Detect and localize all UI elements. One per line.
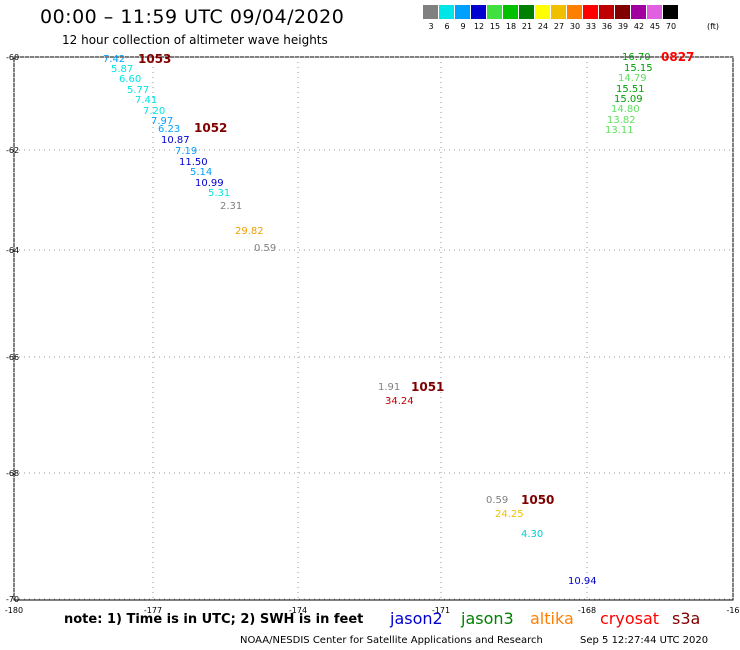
wave-height-value: 7.19 — [175, 146, 197, 157]
scale-swatch — [535, 5, 551, 19]
scale-swatch — [647, 5, 663, 19]
wave-height-value: 1.91 — [378, 382, 400, 393]
wave-height-value: 13.11 — [605, 125, 634, 136]
map-frame — [13, 56, 734, 601]
wave-height-value: 14.79 — [618, 73, 647, 84]
wave-height-value: 24.25 — [495, 509, 524, 520]
scale-label: 30 — [569, 22, 581, 31]
wave-height-value: 10.87 — [161, 135, 190, 146]
scale-label: 18 — [505, 22, 517, 31]
scale-label: 33 — [585, 22, 597, 31]
longitude-label: -180 — [5, 606, 23, 615]
color-scale — [423, 5, 679, 19]
wave-height-value: 0.59 — [486, 495, 508, 506]
satellite-legend-item: cryosat — [600, 609, 660, 628]
wave-height-value: 6.23 — [158, 124, 180, 135]
color-scale-labels: 3 6 9 12 15 18 21 24 27 30 33 36 39 42 45 70 — [423, 22, 679, 31]
wave-height-value: 2.31 — [220, 201, 242, 212]
scale-label: 39 — [617, 22, 629, 31]
scale-swatch — [487, 5, 503, 19]
wave-height-value: 14.80 — [611, 104, 640, 115]
longitude-label: -168 — [578, 606, 596, 615]
scale-swatch — [615, 5, 631, 19]
scale-label: 45 — [649, 22, 661, 31]
pass-time-label: 1050 — [521, 493, 554, 507]
scale-label: 15 — [489, 22, 501, 31]
wave-height-value: 16.70 — [622, 52, 651, 63]
scale-label: 36 — [601, 22, 613, 31]
latitude-label: -60 — [6, 53, 19, 62]
scale-swatch — [631, 5, 647, 19]
wave-height-value: 15.51 — [616, 84, 645, 95]
scale-label: 9 — [460, 22, 466, 31]
wave-height-value: 15.15 — [624, 63, 653, 74]
map-subtitle: 12 hour collection of altimeter wave hei… — [62, 33, 328, 47]
generated-timestamp: Sep 5 12:27:44 UTC 2020 — [580, 635, 709, 646]
wave-height-value: 7.97 — [151, 116, 173, 127]
scale-swatch — [551, 5, 567, 19]
scale-swatch — [423, 5, 439, 19]
pass-time-label: 1051 — [411, 380, 444, 394]
scale-label: 70 — [665, 22, 677, 31]
satellite-legend-item: jason2 — [390, 609, 443, 628]
scale-swatch — [567, 5, 583, 19]
pass-time-label: 1053 — [138, 52, 171, 66]
longitude-label: -171 — [432, 606, 450, 615]
wave-height-value: 7.20 — [143, 106, 165, 117]
latitude-label: -66 — [6, 353, 19, 362]
scale-label: 6 — [444, 22, 450, 31]
scale-label: 21 — [521, 22, 533, 31]
latitude-label: -68 — [6, 469, 19, 478]
scale-swatch — [439, 5, 455, 19]
scale-swatch — [471, 5, 487, 19]
latitude-label: -62 — [6, 146, 19, 155]
latitude-label: -70 — [6, 595, 19, 604]
wave-height-value: 5.87 — [111, 64, 133, 75]
scale-swatch — [663, 5, 679, 19]
wave-height-value: 7.42 — [103, 54, 125, 65]
wave-height-value: 10.99 — [195, 178, 224, 189]
footer-note: note: 1) Time is in UTC; 2) SWH is in fe… — [64, 612, 364, 627]
scale-label: 42 — [633, 22, 645, 31]
scale-swatch — [519, 5, 535, 19]
wave-height-value: 0.59 — [254, 243, 276, 254]
scale-swatch — [583, 5, 599, 19]
longitude-label: -177 — [144, 606, 162, 615]
satellite-legend-item: altika — [530, 609, 574, 628]
wave-height-value: 5.77 — [127, 85, 149, 96]
pass-time-label: 0827 — [661, 50, 694, 64]
wave-height-value: 5.31 — [208, 188, 230, 199]
scale-label: 24 — [537, 22, 549, 31]
satellite-legend-item: jason3 — [461, 609, 514, 628]
wave-height-value: 11.50 — [179, 157, 208, 168]
wave-height-value: 4.30 — [521, 529, 543, 540]
scale-label: 12 — [473, 22, 485, 31]
wave-height-value: 6.60 — [119, 74, 141, 85]
scale-unit: (ft) — [707, 22, 720, 31]
satellite-legend-item: s3a — [672, 609, 701, 628]
scale-swatch — [503, 5, 519, 19]
wave-height-value: 13.82 — [607, 115, 636, 126]
wave-height-value: 7.41 — [135, 95, 157, 106]
longitude-label: -174 — [289, 606, 307, 615]
wave-height-value: 5.14 — [190, 167, 212, 178]
scale-swatch — [455, 5, 471, 19]
longitude-label: -16 — [726, 606, 739, 615]
scale-swatch — [599, 5, 615, 19]
wave-height-value: 29.82 — [235, 226, 264, 237]
scale-label: 3 — [428, 22, 434, 31]
latitude-label: -64 — [6, 246, 19, 255]
map-title: 00:00 – 11:59 UTC 09/04/2020 — [40, 6, 345, 28]
scale-label: 27 — [553, 22, 565, 31]
wave-height-value: 10.94 — [568, 576, 597, 587]
wave-height-value: 34.24 — [385, 396, 414, 407]
pass-time-label: 1052 — [194, 121, 227, 135]
credit-text: NOAA/NESDIS Center for Satellite Applica… — [240, 635, 543, 646]
wave-height-value: 15.09 — [614, 94, 643, 105]
